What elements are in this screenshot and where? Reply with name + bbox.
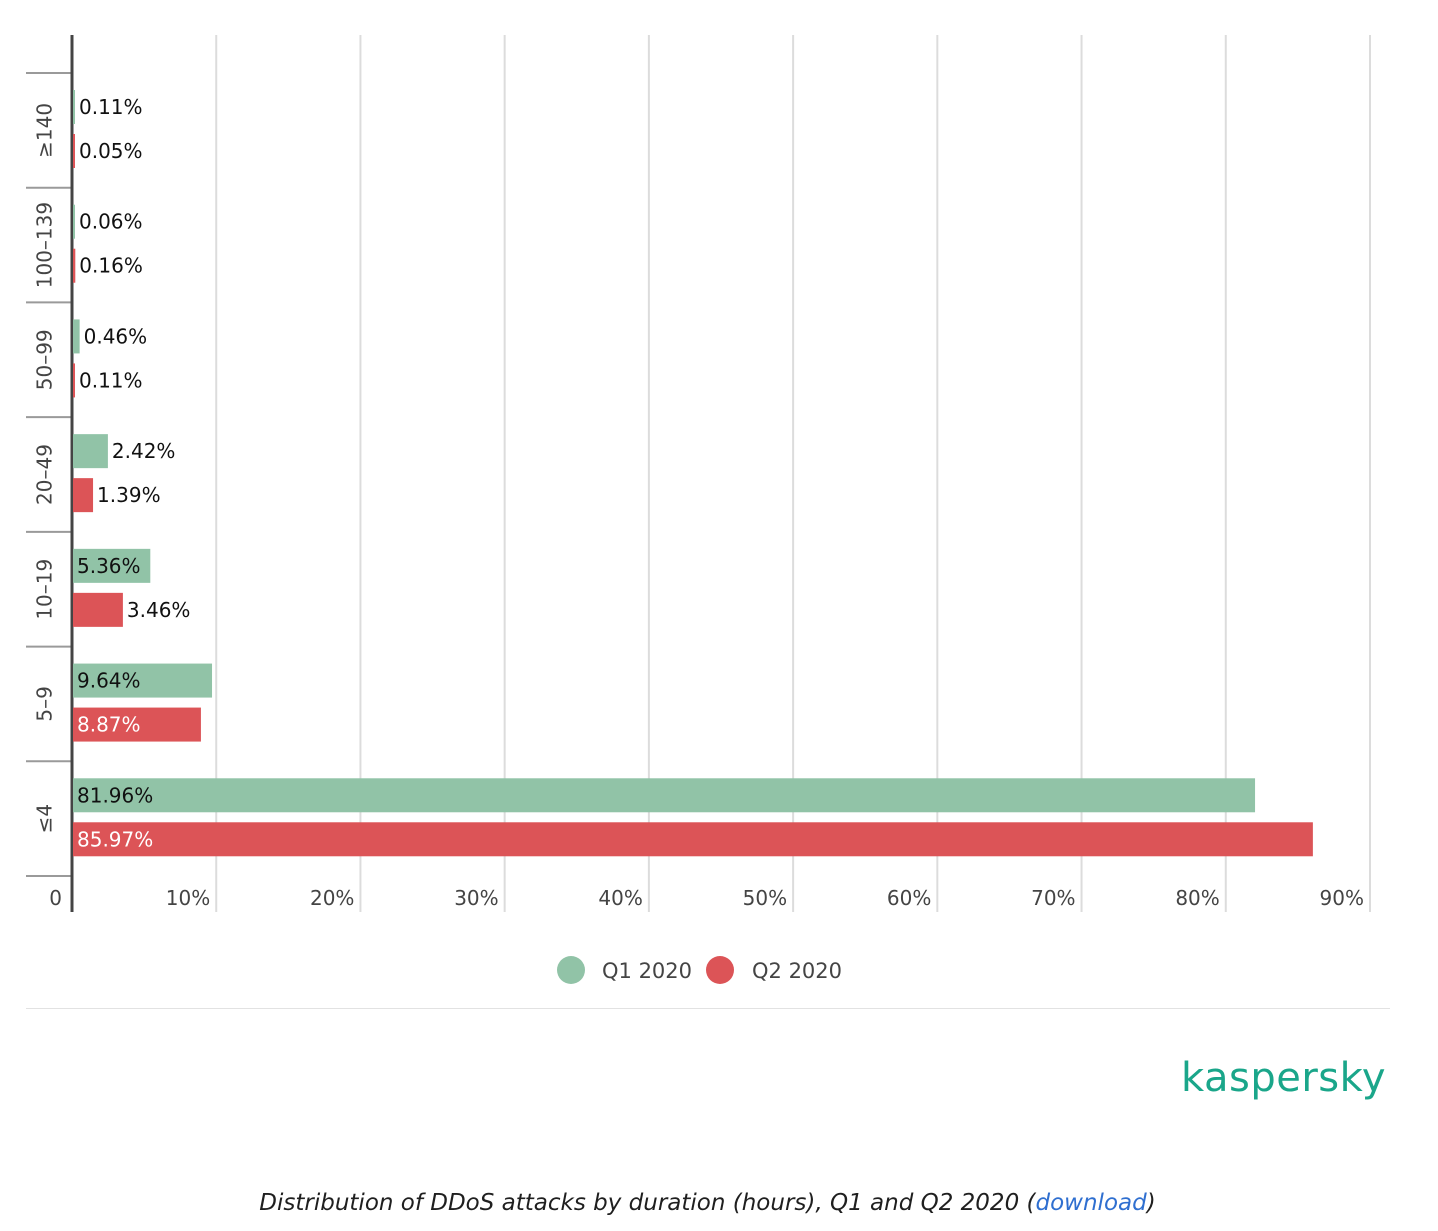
data-label: 0.11% xyxy=(79,368,143,392)
category-label: ≤4 xyxy=(33,804,57,833)
data-label: 81.96% xyxy=(77,783,153,807)
x-tick-label: 0 xyxy=(49,886,62,910)
bar-q1-2020 xyxy=(73,434,108,469)
bar-q2-2020 xyxy=(73,822,1313,857)
bar-q2-2020 xyxy=(73,363,75,398)
bar-q1-2020 xyxy=(73,548,151,583)
x-tick-label: 20% xyxy=(310,886,354,910)
data-label: 5.36% xyxy=(77,554,141,578)
bar-q1-2020 xyxy=(73,663,213,698)
legend-label: Q2 2020 xyxy=(752,959,842,983)
category-label: 5–9 xyxy=(33,686,57,721)
x-tick-label: 60% xyxy=(887,886,931,910)
kaspersky-logo: kaspersky xyxy=(1181,1055,1387,1101)
x-tick-label: 90% xyxy=(1320,886,1364,910)
legend-marker xyxy=(706,956,734,984)
category-label: 50–99 xyxy=(33,329,57,390)
x-tick-label: 10% xyxy=(166,886,210,910)
bar-q1-2020 xyxy=(73,778,1256,813)
data-label: 0.06% xyxy=(79,210,143,234)
category-label: 10–19 xyxy=(33,559,57,620)
category-label: ≥140 xyxy=(33,103,57,158)
data-label: 0.16% xyxy=(79,254,143,278)
legend-marker xyxy=(557,956,585,984)
legend-label: Q1 2020 xyxy=(602,959,692,983)
x-tick-label: 70% xyxy=(1031,886,1075,910)
data-label: 0.11% xyxy=(79,95,143,119)
data-label: 1.39% xyxy=(97,483,161,507)
download-link[interactable]: download xyxy=(1035,1190,1147,1216)
bar-q1-2020 xyxy=(73,90,75,124)
bar-q1-2020 xyxy=(73,319,80,354)
x-tick-label: 30% xyxy=(454,886,498,910)
bar-q2-2020 xyxy=(73,248,76,283)
data-label: 85.97% xyxy=(77,827,153,851)
x-tick-label: 50% xyxy=(743,886,787,910)
bar-q2-2020 xyxy=(73,134,75,168)
x-tick-label: 40% xyxy=(598,886,642,910)
bar-q2-2020 xyxy=(73,592,123,627)
caption-end: ) xyxy=(1146,1190,1156,1216)
bar-q2-2020 xyxy=(73,707,201,742)
data-label: 0.46% xyxy=(84,324,148,348)
divider xyxy=(26,1008,1390,1009)
bar-q2-2020 xyxy=(73,478,94,513)
category-label: 100–139 xyxy=(33,202,57,288)
bar-q1-2020 xyxy=(73,204,75,239)
data-label: 3.46% xyxy=(127,598,191,622)
figure-caption: Distribution of DDoS attacks by duration… xyxy=(0,1190,1415,1216)
data-label: 2.42% xyxy=(112,439,176,463)
data-label: 0.05% xyxy=(79,139,143,163)
category-label: 20–49 xyxy=(33,444,57,505)
data-label: 8.87% xyxy=(77,713,141,737)
chart-svg: 0 10% 20% 30% 40% 50% 60% 70% 80% 90% ≥140 100–139 5… xyxy=(26,35,1371,984)
caption-text: Distribution of DDoS attacks by duration… xyxy=(259,1190,1036,1216)
data-label: 9.64% xyxy=(77,669,141,693)
x-tick-label: 80% xyxy=(1175,886,1219,910)
